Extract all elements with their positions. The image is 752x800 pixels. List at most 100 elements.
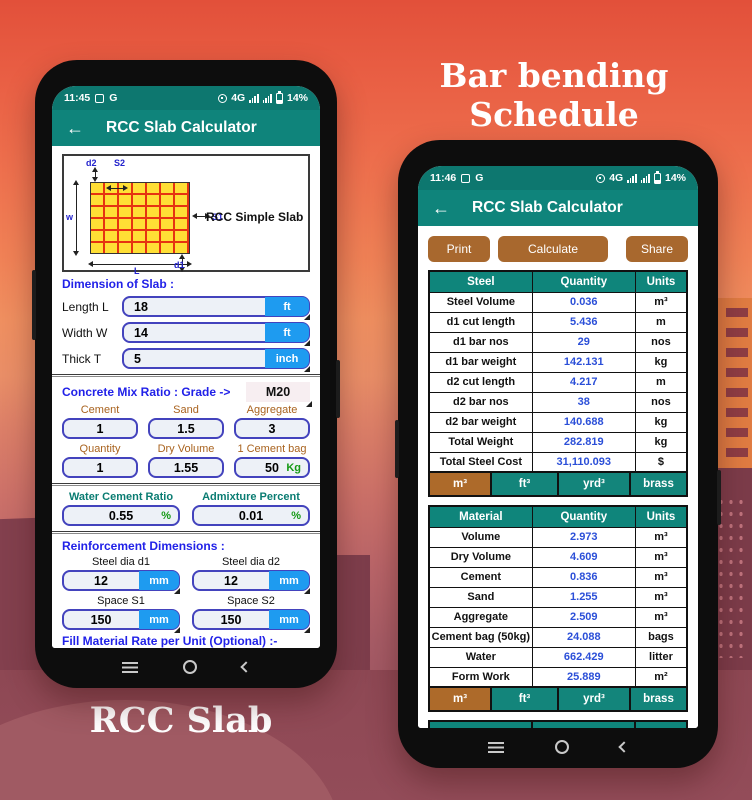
- material-table: Material Quantity Units Volume 2.973 m³ Dr…: [428, 505, 688, 688]
- unit-tab-ft3[interactable]: ft³: [492, 688, 557, 710]
- left-phone: 11:45 G 4G 14% ← RCC Slab Calculator: [32, 60, 340, 688]
- section-title-mix: Concrete Mix Ratio : Grade ->: [62, 385, 231, 399]
- back-arrow-icon[interactable]: ←: [66, 118, 84, 138]
- app-bar: ← RCC Slab Calculator: [52, 110, 320, 146]
- mix-label: Dry Volume: [157, 443, 215, 455]
- thick-unit-dropdown[interactable]: inch: [265, 349, 309, 368]
- diagram-label-d1: d1: [174, 260, 185, 270]
- dry-volume-input[interactable]: 1.55: [148, 457, 224, 478]
- steel-dia-d2-label: Steel dia d2: [221, 556, 281, 568]
- mix-label: Quantity: [79, 443, 121, 455]
- cement-bag-input[interactable]: 50 Kg: [234, 457, 310, 478]
- status-time: 11:46: [430, 172, 457, 184]
- home-icon[interactable]: [182, 660, 197, 674]
- back-arrow-icon[interactable]: ←: [432, 198, 450, 218]
- network-type: 4G: [609, 172, 624, 184]
- data-saver-icon: [218, 93, 228, 103]
- right-phone-screen: 11:46 G 4G 14% ← RCC Slab Calculator: [418, 166, 698, 728]
- space-s1-label: Space S1: [97, 595, 145, 607]
- nav-back-icon[interactable]: [618, 741, 630, 753]
- status-bar: 11:46 G 4G 14%: [418, 166, 698, 190]
- table-row: d1 cut length 5.436 m: [428, 311, 688, 333]
- grade-dropdown[interactable]: M20: [246, 382, 312, 407]
- signal-icon-2: [262, 93, 272, 103]
- cement-ratio-input[interactable]: 1: [62, 418, 138, 439]
- quantity-input[interactable]: 1: [62, 457, 138, 478]
- length-input[interactable]: 18 ft: [122, 296, 310, 320]
- unit-tab-m3[interactable]: m³: [430, 473, 490, 495]
- diagram-label-s2: S2: [114, 158, 126, 168]
- mm-unit-dropdown[interactable]: mm: [269, 610, 309, 629]
- divider: [52, 374, 320, 377]
- length-unit-dropdown[interactable]: ft: [265, 297, 309, 316]
- diagram-label-d2: d2: [86, 158, 97, 168]
- unit-tab-yrd3[interactable]: yrd³: [559, 473, 629, 495]
- unit-tab-m3[interactable]: m³: [430, 688, 490, 710]
- android-nav-bar: [65, 650, 307, 684]
- mix-label: Aggregate: [246, 404, 298, 416]
- power-button[interactable]: [717, 470, 721, 525]
- unit-tab-ft3[interactable]: ft³: [492, 473, 557, 495]
- table-row: d1 bar nos 29 nos: [428, 331, 688, 353]
- table-row: Steel Volume 0.036 m³: [428, 291, 688, 313]
- unit-tab-brass[interactable]: brass: [631, 473, 686, 495]
- status-bar: 11:45 G 4G 14%: [52, 86, 320, 110]
- battery-icon: [275, 90, 283, 104]
- width-input[interactable]: 14 ft: [122, 322, 310, 346]
- table-row: Total Steel Cost 31,110.093 $: [428, 451, 688, 473]
- nav-back-icon[interactable]: [240, 661, 252, 673]
- volume-button[interactable]: [395, 420, 399, 478]
- battery-percent: 14%: [286, 92, 308, 104]
- kg-unit-label: Kg: [286, 461, 301, 474]
- results-panel: Print Calculate Share Steel Quantity Uni…: [418, 226, 698, 728]
- steel-table-header: Steel Quantity Units: [428, 270, 688, 293]
- steel-dia-d1-input[interactable]: 12 mm: [62, 570, 180, 594]
- battery-icon: [653, 170, 661, 184]
- calculate-button[interactable]: Calculate: [498, 236, 608, 262]
- thick-input[interactable]: 5 inch: [122, 348, 310, 372]
- divider: [52, 483, 320, 486]
- space-s1-input[interactable]: 150 mm: [62, 609, 180, 633]
- unit-tab-yrd3[interactable]: yrd³: [559, 688, 629, 710]
- admixture-input[interactable]: 0.01 %: [192, 505, 310, 526]
- mm-unit-dropdown[interactable]: mm: [139, 610, 179, 629]
- share-button[interactable]: Share: [626, 236, 688, 262]
- water-ratio-label: Water Cement Ratio: [68, 491, 174, 503]
- water-ratio-input[interactable]: 0.55 %: [62, 505, 180, 526]
- field-label: Length L: [62, 299, 109, 314]
- table-row: Water 662.429 litter: [428, 646, 688, 668]
- power-button[interactable]: [336, 360, 340, 418]
- percent-unit-label: %: [161, 509, 171, 522]
- mm-unit-dropdown[interactable]: mm: [269, 571, 309, 590]
- page-subtitle: RCC Slab: [89, 700, 273, 741]
- app-bar: ← RCC Slab Calculator: [418, 190, 698, 226]
- section-title-dimension: Dimension of Slab :: [62, 277, 175, 291]
- recents-icon[interactable]: [121, 661, 138, 673]
- recents-icon[interactable]: [487, 741, 504, 753]
- steel-dia-d2-input[interactable]: 12 mm: [192, 570, 310, 594]
- battery-percent: 14%: [664, 172, 686, 184]
- diagram-label-w: w: [66, 212, 74, 222]
- home-icon[interactable]: [554, 740, 569, 754]
- input-row-thick: Thick T 5 inch: [62, 348, 310, 372]
- sand-ratio-input[interactable]: 1.5: [148, 418, 224, 439]
- table-row: d1 bar weight 142.131 kg: [428, 351, 688, 373]
- steel-unit-tabs: m³ ft³ yrd³ brass: [428, 473, 688, 497]
- table-row: d2 cut length 4.217 m: [428, 371, 688, 393]
- input-row-width: Width W 14 ft: [62, 322, 310, 346]
- percent-unit-label: %: [291, 509, 301, 522]
- signal-icon-2: [640, 173, 650, 183]
- table-row: Form Work 25.889 m²: [428, 666, 688, 688]
- mm-unit-dropdown[interactable]: mm: [139, 571, 179, 590]
- status-time: 11:45: [64, 92, 91, 104]
- width-unit-dropdown[interactable]: ft: [265, 323, 309, 342]
- unit-tab-brass[interactable]: brass: [631, 688, 686, 710]
- print-button[interactable]: Print: [428, 236, 490, 262]
- space-s2-input[interactable]: 150 mm: [192, 609, 310, 633]
- steel-dia-d1-label: Steel dia d1: [91, 556, 151, 568]
- aggregate-ratio-input[interactable]: 3: [234, 418, 310, 439]
- volume-button[interactable]: [32, 270, 36, 340]
- material-table-header: Material Quantity Units: [428, 505, 688, 528]
- page-title: Bar bending Schedule: [439, 56, 669, 134]
- mix-label: Sand: [173, 404, 199, 416]
